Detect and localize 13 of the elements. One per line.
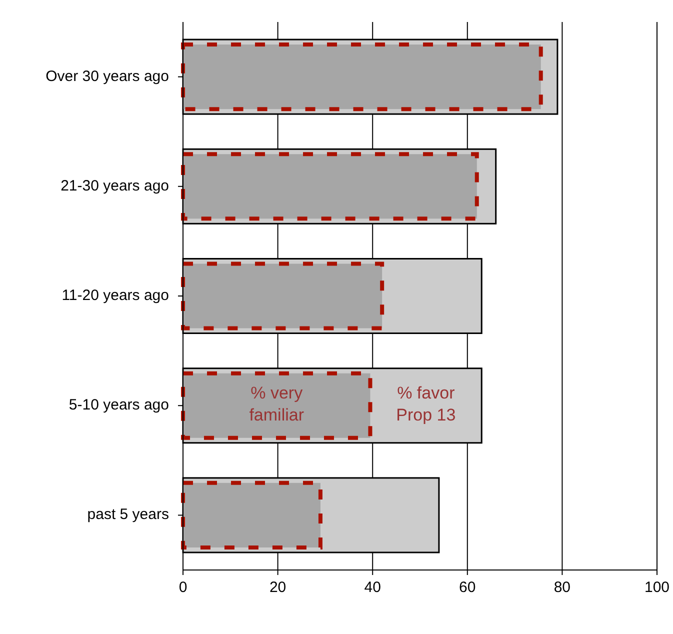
- x-tick-label: 40: [364, 579, 381, 596]
- series-label: % very familiar: [249, 384, 304, 426]
- x-tick-label: 60: [459, 579, 476, 596]
- x-tick-label: 20: [269, 579, 286, 596]
- x-tick-label: 80: [554, 579, 571, 596]
- x-tick-label: 0: [178, 579, 188, 596]
- series-label: % favor Prop 13: [396, 384, 456, 426]
- y-tick-label: Over 30 years ago: [46, 68, 169, 85]
- y-tick-label: 5-10 years ago: [68, 396, 169, 414]
- y-tick-label: 21-30 years ago: [60, 177, 169, 194]
- x-tick-label: 100: [644, 579, 670, 596]
- y-tick-label: 11-20 years ago: [62, 286, 169, 304]
- y-tick-label: past 5 years: [87, 506, 169, 524]
